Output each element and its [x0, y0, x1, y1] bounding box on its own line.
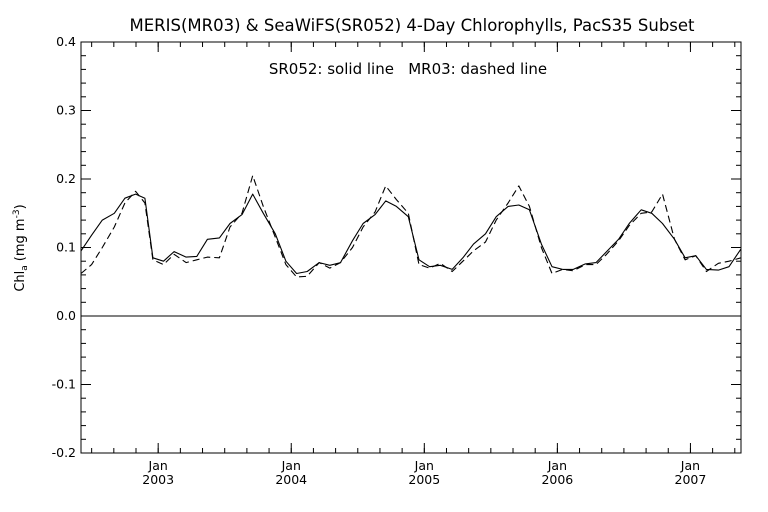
y-axis-label-close: )	[13, 204, 28, 209]
y-axis-label-sup: -3	[12, 209, 22, 218]
plot-frame	[80, 41, 742, 454]
series-line-mr03	[80, 175, 742, 278]
legend-annotation: SR052: solid line MR03: dashed line	[269, 60, 547, 78]
chart-title: MERIS(MR03) & SeaWiFS(SR052) 4-Day Chlor…	[129, 16, 695, 35]
x-tick-label-year: 2004	[275, 472, 307, 487]
x-tick-label-month: Jan	[148, 458, 168, 473]
y-tick-label: -0.1	[52, 377, 76, 392]
y-axis-label: Chla (mg m-3)	[12, 204, 30, 291]
y-axis: -0.2 -0.1 0.0 0.1 0.2 0.3 0.4	[52, 34, 741, 460]
x-tick-label-year: 2007	[675, 472, 707, 487]
y-axis-label-unit: (mg m	[13, 218, 28, 261]
x-tick-label-year: 2006	[541, 472, 573, 487]
y-tick-label: 0.1	[56, 240, 76, 255]
y-tick-label: 0.4	[56, 34, 76, 49]
y-axis-label-sub: a	[20, 265, 30, 271]
x-tick-label-month: Jan	[414, 458, 434, 473]
x-tick-label-month: Jan	[281, 458, 301, 473]
x-tick-label-year: 2005	[408, 472, 440, 487]
x-tick-label-month: Jan	[680, 458, 700, 473]
series-group	[80, 175, 742, 278]
y-axis-label-main: Chl	[13, 271, 28, 292]
y-tick-label: 0.2	[56, 171, 76, 186]
plot-area: -0.2-0.10.00.10.20.30.4 Jan2003Jan2004Ja…	[52, 34, 742, 487]
y-tick-label: -0.2	[52, 445, 76, 460]
x-tick-label-year: 2003	[142, 472, 174, 487]
y-tick-label: 0.3	[56, 103, 76, 118]
series-line-sr052	[80, 193, 742, 275]
y-tick-label: 0.0	[56, 308, 76, 323]
x-tick-label-month: Jan	[547, 458, 567, 473]
